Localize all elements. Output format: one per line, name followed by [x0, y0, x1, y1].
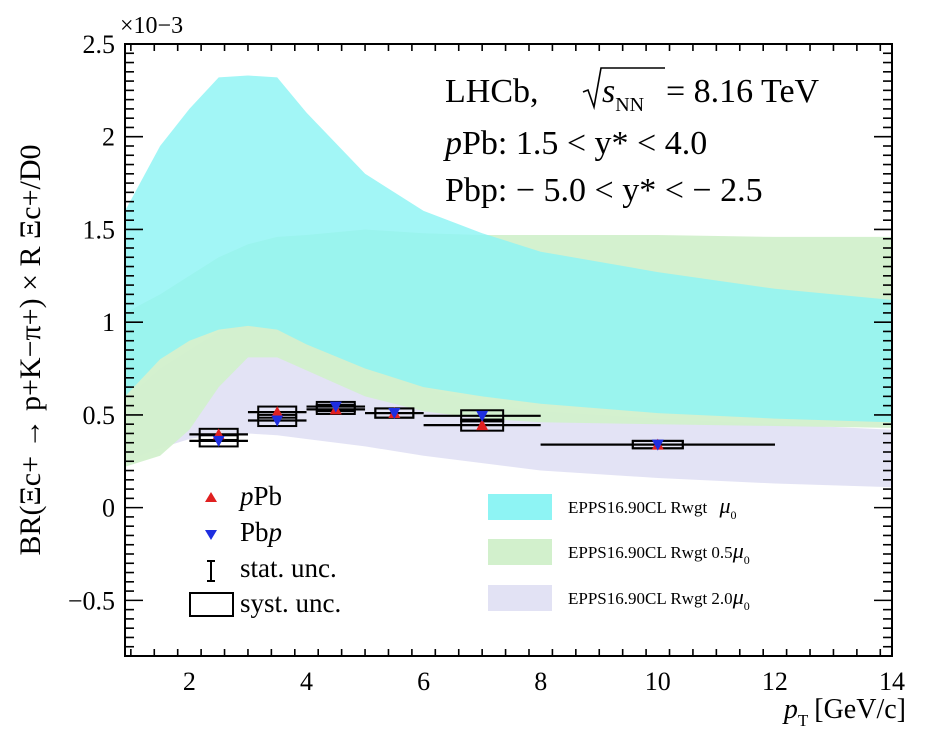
legend-band-2mu0-factor: μ	[732, 584, 744, 609]
legend-pbp-label-rest: p	[267, 517, 283, 547]
legend-band-2mu0-label: EPPS16.90CL Rwgt 2.0μ0	[568, 584, 750, 613]
legend-left: pPb Pbp stat. unc. syst. unc.	[189, 481, 341, 618]
x-tick-label: 14	[879, 667, 905, 696]
y-tick-label: 0	[102, 494, 115, 523]
legend-syst-label: syst. unc.	[240, 588, 341, 618]
legend-band-05mu0-swatch	[488, 539, 552, 565]
x-axis-title: pT [GeV/c]	[782, 694, 906, 730]
x-tick-label: 2	[183, 667, 196, 696]
legend-right: EPPS16.90CL Rwgt μ0 EPPS16.90CL Rwgt 0.5…	[488, 493, 750, 613]
y-tick-label: 1.5	[83, 215, 116, 244]
x-tick-label: 8	[534, 667, 547, 696]
legend-band-mu0-label: EPPS16.90CL Rwgt μ0	[568, 493, 736, 522]
annotation-energy: sNN = 8.16 TeV	[582, 67, 820, 116]
legend-stat-marker	[207, 560, 215, 582]
pbp-range-prefix: Pb	[445, 172, 481, 209]
legend-pbp-marker	[205, 530, 217, 540]
ppb-range-text: Pb: 1.5 < y* < 4.0	[462, 125, 707, 162]
y-tick-label: 1	[102, 308, 115, 337]
energy-value: = 8.16 TeV	[666, 73, 820, 110]
legend-stat-label: stat. unc.	[240, 553, 337, 583]
series-Pbp-pt5-marker	[476, 410, 489, 422]
sqrt-s-sub: NN	[615, 94, 644, 116]
annotation-ppb-range: pPb: 1.5 < y* < 4.0	[443, 125, 707, 162]
series-Pbp-pt1-marker	[212, 435, 225, 447]
series-Pbp-pt6-marker	[651, 439, 664, 451]
legend-pbp-label: Pbp	[240, 517, 282, 547]
series-pPb-pt5-marker	[476, 419, 489, 431]
sqrt-s-main: s	[602, 73, 615, 110]
y-tick-label: −0.5	[68, 586, 115, 615]
ppb-range-prefix: p	[443, 125, 462, 162]
legend-band-2mu0-sub: 0	[744, 599, 750, 613]
x-tick-label: 4	[300, 667, 313, 696]
y-axis-title: BR(Ξc+ → p+K−π+) × R Ξc+/D0	[14, 144, 47, 555]
x-axis-title-unit: [GeV/c]	[814, 694, 906, 725]
legend-ppb-label: pPb	[238, 481, 282, 511]
x-tick-label: 10	[645, 667, 671, 696]
x-tick-label: 12	[762, 667, 788, 696]
series-Pbp-pt3-marker	[329, 401, 342, 413]
annotation-experiment: LHCb,	[445, 73, 539, 110]
legend-band-05mu0-label: EPPS16.90CL Rwgt 0.5μ0	[568, 538, 750, 567]
experiment-label: LHCb,	[445, 73, 539, 110]
legend-band-mu0-main: EPPS16.90CL Rwgt	[568, 498, 711, 517]
pbp-range-text: p: − 5.0 < y* < − 2.5	[481, 172, 763, 209]
legend-band-mu0-sub: 0	[730, 508, 736, 522]
series-Pbp-pt4-marker	[388, 408, 401, 420]
legend-ppb-label-rest: Pb	[254, 481, 283, 511]
legend-pbp-label-prefix: Pb	[240, 517, 269, 547]
legend-band-05mu0-factor: μ	[732, 538, 744, 563]
legend-band-2mu0-main: EPPS16.90CL Rwgt 2.0	[568, 589, 733, 608]
legend-band-05mu0-main: EPPS16.90CL Rwgt 0.5	[568, 543, 733, 562]
series-pPb-pt2-marker	[271, 406, 284, 418]
y-tick-label: 2	[102, 123, 115, 152]
legend-syst-marker	[189, 592, 234, 617]
y-tick-label: 2.5	[83, 30, 116, 59]
legend-ppb-label-prefix: p	[238, 481, 254, 511]
legend-band-05mu0-sub: 0	[744, 553, 750, 567]
y-tick-label: 0.5	[83, 401, 116, 430]
legend-band-mu0-factor: μ	[718, 493, 730, 518]
series-Pbp-pt2-marker	[271, 415, 284, 427]
legend-band-2mu0-swatch	[488, 585, 552, 611]
y-axis-multiplier: ×10−3	[120, 13, 183, 39]
x-axis-title-main: p	[782, 694, 798, 725]
sqrt-sign	[582, 67, 665, 111]
sqrt-s-label: sNN	[602, 73, 644, 116]
band-3	[125, 75, 892, 423]
x-axis-title-sub: T	[798, 711, 809, 730]
x-tick-label: 6	[417, 667, 430, 696]
legend-band-mu0-swatch	[488, 494, 552, 520]
legend-ppb-marker	[205, 492, 217, 502]
annotation-pbp-range: Pbp: − 5.0 < y* < − 2.5	[445, 172, 763, 209]
